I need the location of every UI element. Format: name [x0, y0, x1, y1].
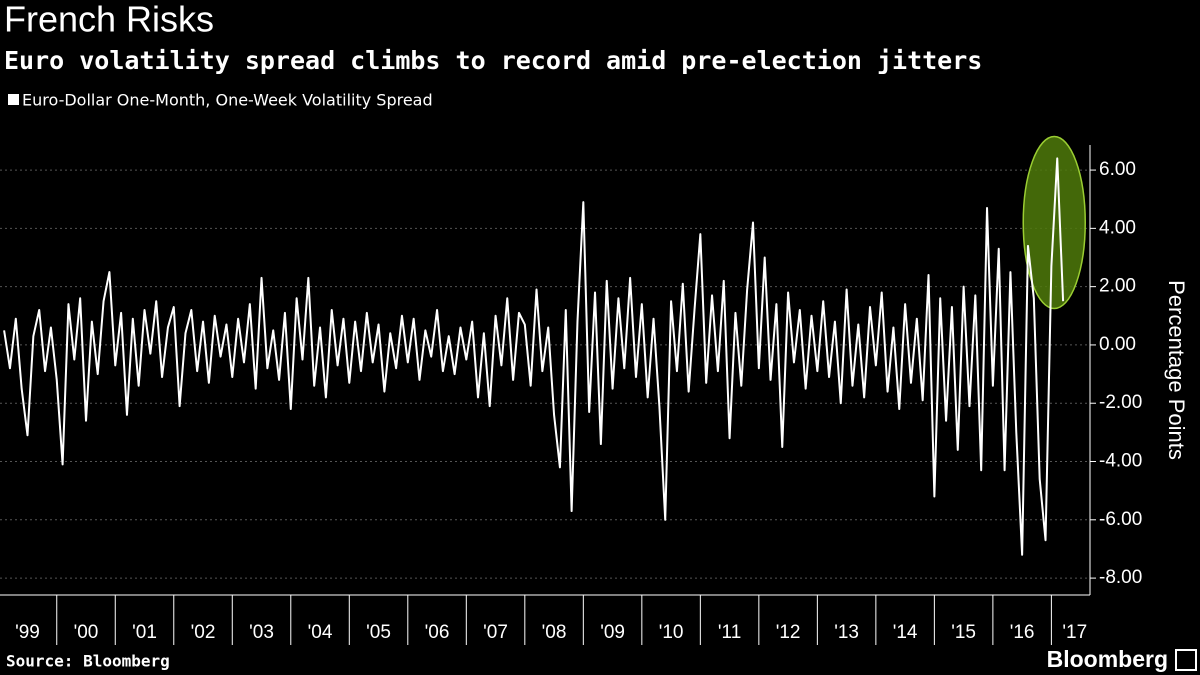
legend-swatch: [8, 94, 19, 105]
x-tick-label: '10: [659, 622, 684, 643]
x-tick-label: '00: [74, 622, 99, 643]
x-tick-label: '15: [951, 622, 976, 643]
x-tick-label: '08: [542, 622, 567, 643]
x-tick-label: '11: [718, 622, 741, 643]
chart-subtitle: Euro volatility spread climbs to record …: [4, 46, 982, 75]
chart-title: French Risks: [4, 0, 214, 40]
x-tick-label: '07: [483, 622, 508, 643]
x-tick-label: '12: [776, 622, 801, 643]
x-tick-label: '16: [1010, 622, 1035, 643]
x-tick-label: '13: [834, 622, 859, 643]
y-tick-label: -8.00: [1099, 567, 1142, 588]
y-tick-label: -2.00: [1099, 392, 1142, 413]
y-tick-label: 4.00: [1099, 217, 1136, 238]
brand: Bloomberg: [1047, 646, 1168, 672]
y-tick-label: 6.00: [1099, 159, 1136, 180]
y-axis-label: Percentage Points: [1164, 280, 1189, 460]
legend-label: Euro-Dollar One-Month, One-Week Volatili…: [22, 91, 433, 110]
y-tick-label: 2.00: [1099, 276, 1136, 297]
brand-icon: [1175, 649, 1197, 671]
source: Source: Bloomberg: [6, 652, 170, 671]
x-tick-label: '05: [366, 622, 391, 643]
x-tick-label: '14: [893, 622, 918, 643]
x-tick-label: '99: [15, 622, 40, 643]
y-tick-label: -4.00: [1099, 451, 1142, 472]
x-tick-label: '09: [600, 622, 625, 643]
x-tick-label: '04: [308, 622, 333, 643]
y-tick-label: 0.00: [1099, 334, 1136, 355]
x-tick-label: '02: [191, 622, 216, 643]
x-tick-label: '06: [425, 622, 450, 643]
x-tick-label: '17: [1062, 622, 1087, 643]
x-tick-label: '03: [249, 622, 274, 643]
x-tick-label: '01: [132, 622, 157, 643]
series-line: [3, 157, 1065, 556]
y-tick-label: -6.00: [1099, 509, 1142, 530]
